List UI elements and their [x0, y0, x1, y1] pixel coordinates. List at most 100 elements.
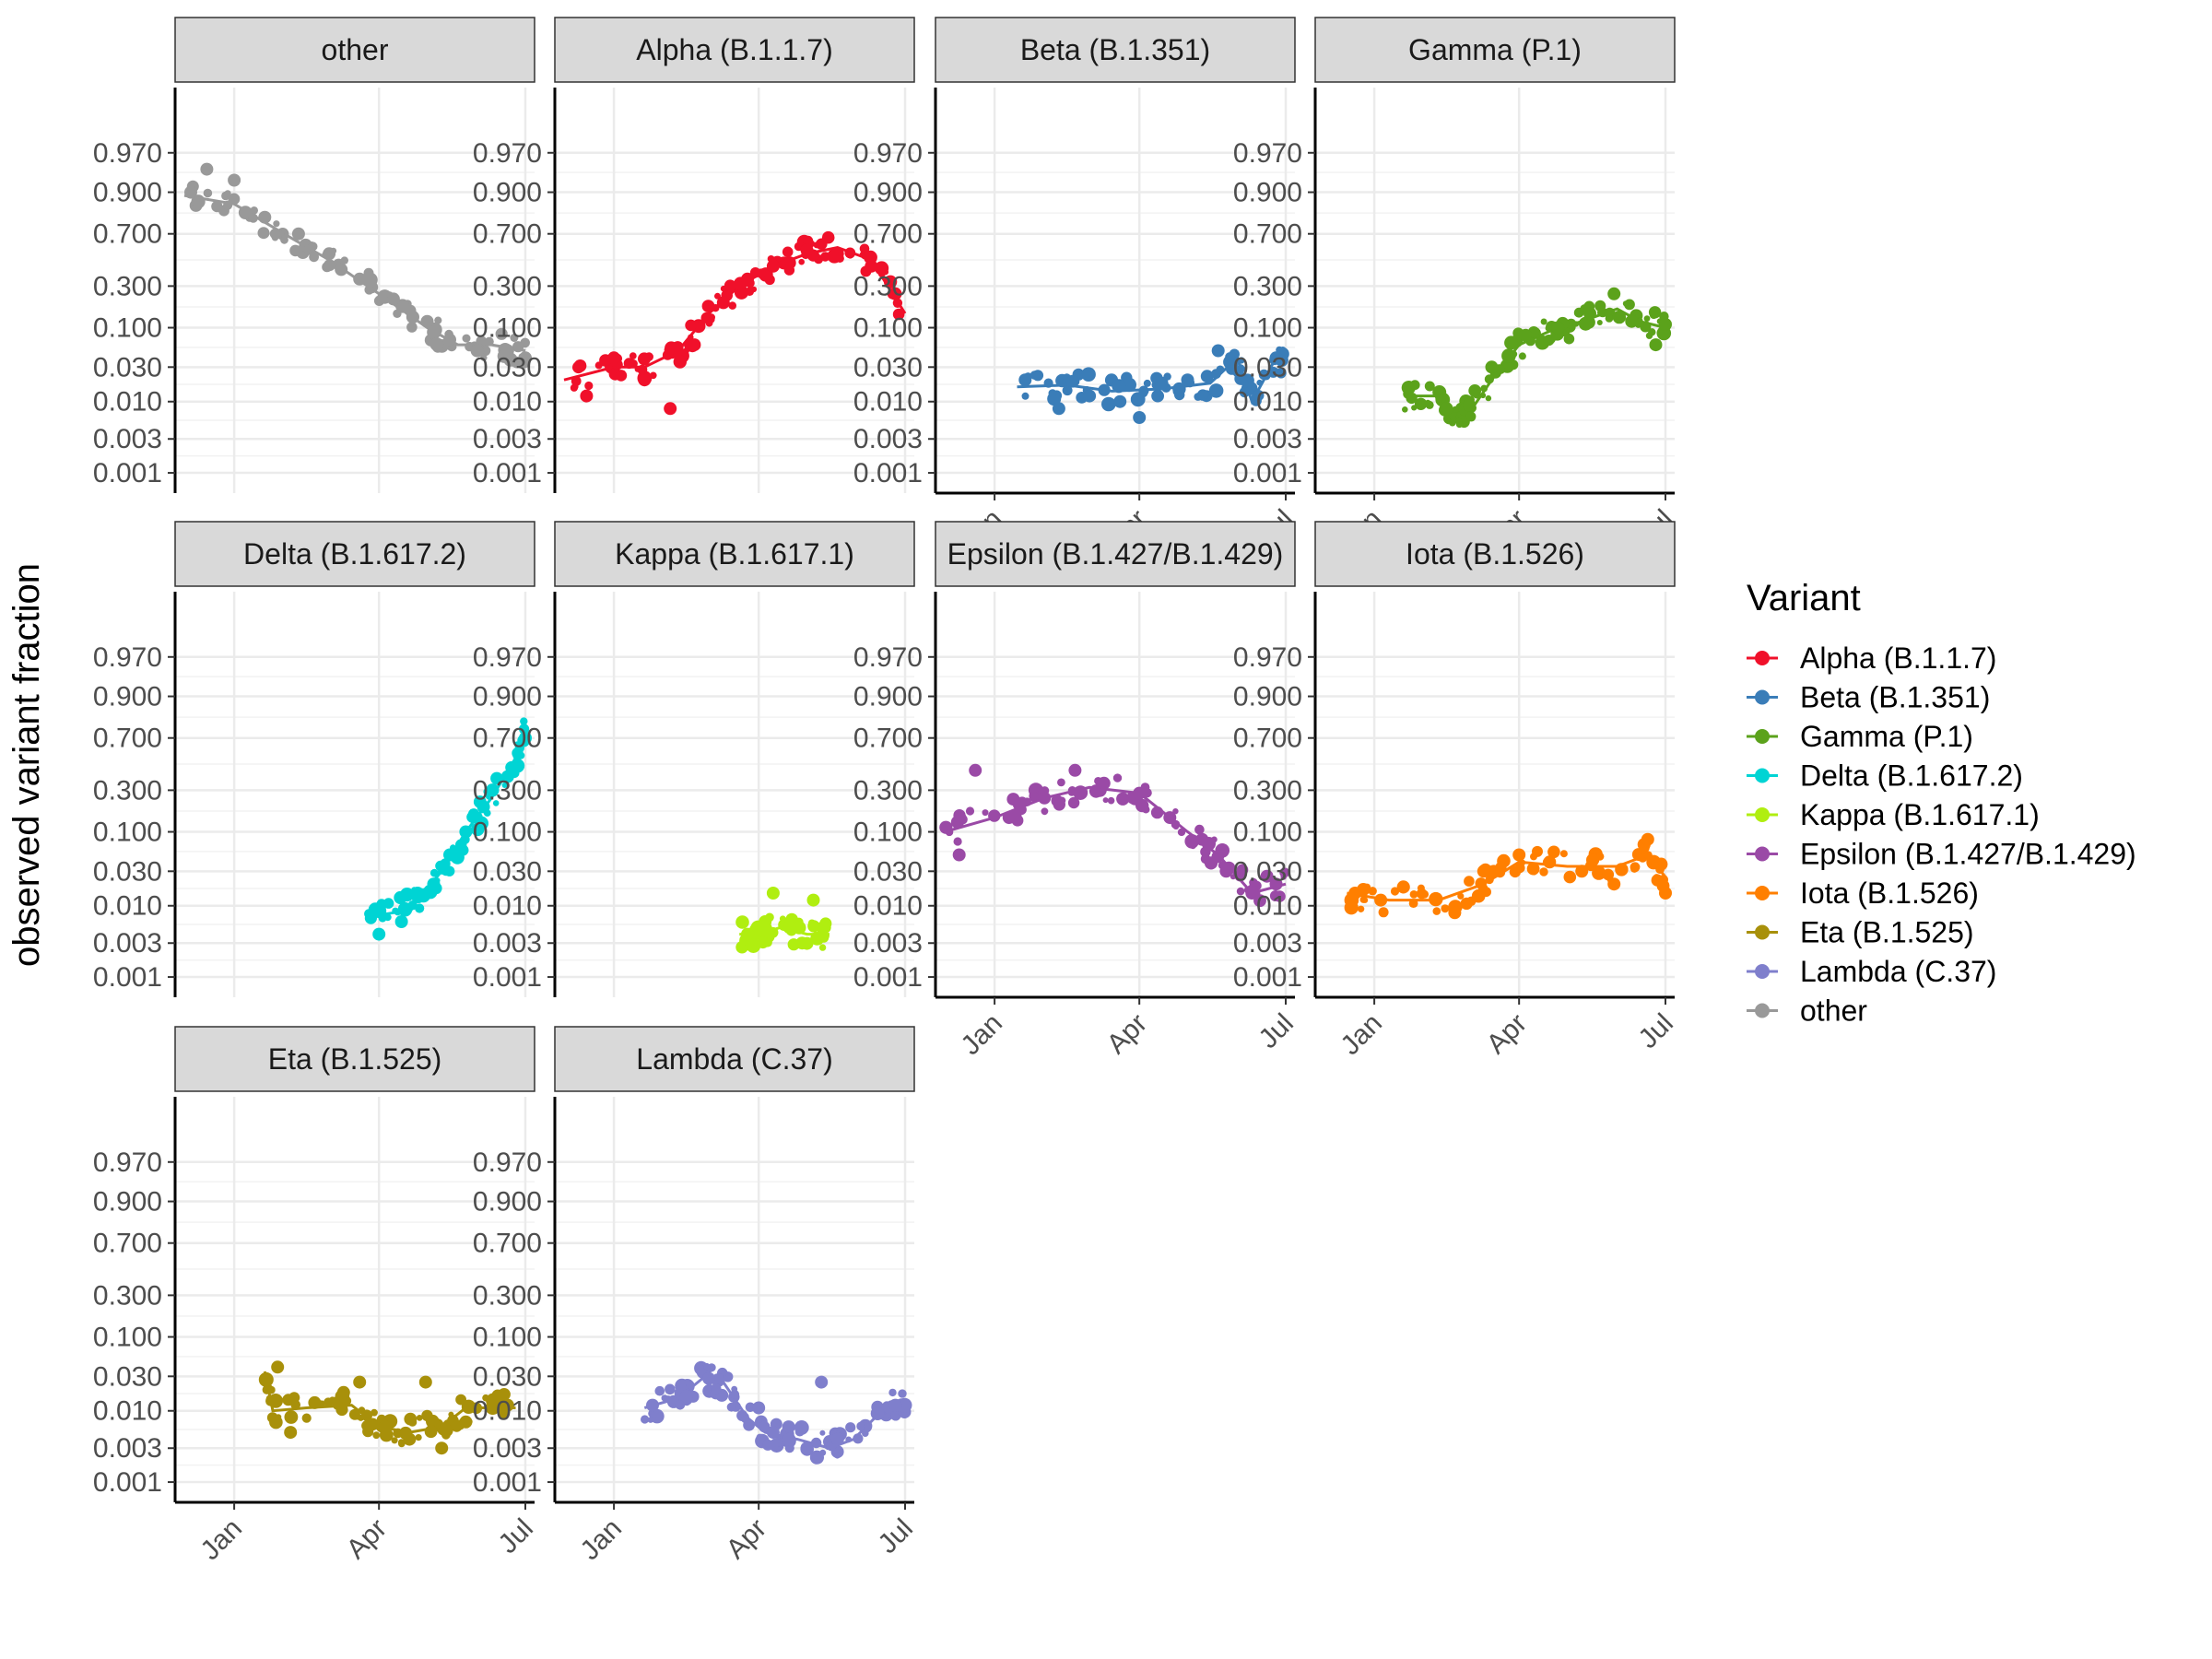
jitter-dot: [1514, 863, 1525, 874]
y-tick-label: 0.900: [473, 682, 542, 712]
data-point-other: [323, 247, 336, 261]
jitter-dot: [280, 235, 288, 244]
panel-iota-b-1-526: Iota (B.1.526)0.0010.0030.0100.0300.1000…: [1233, 521, 1679, 1061]
jitter-dot: [1420, 889, 1430, 899]
jitter-dot: [644, 352, 653, 361]
jitter-dot: [701, 300, 715, 312]
jitter-dot: [711, 1382, 722, 1394]
jitter-dot: [1236, 364, 1245, 372]
jitter-dot: [571, 376, 582, 386]
y-tick-label: 0.700: [853, 219, 923, 250]
jitter-dot: [1172, 823, 1180, 830]
y-tick-label: 0.970: [93, 1147, 162, 1178]
legend-key: [1755, 1003, 1770, 1018]
jitter-dot: [1390, 887, 1400, 896]
data-point-beta-b-1-351: [1181, 373, 1194, 387]
jitter-dot: [1006, 793, 1020, 806]
data-point-eta-b-1-525: [308, 1395, 322, 1409]
y-tick-label: 0.010: [853, 387, 923, 418]
jitter-dot: [683, 347, 689, 354]
legend-key: [1755, 651, 1770, 665]
data-point-beta-b-1-351: [1133, 411, 1147, 424]
y-tick-label: 0.300: [1233, 775, 1302, 806]
jitter-dot: [1643, 315, 1651, 322]
jitter-dot: [191, 194, 206, 209]
y-tick-label: 0.001: [1233, 458, 1302, 488]
jitter-dot: [1256, 379, 1263, 386]
y-tick-label: 0.700: [93, 219, 162, 250]
jitter-dot: [366, 915, 374, 924]
y-tick-label: 0.300: [853, 271, 923, 301]
data-point-lambda-c-37: [815, 1375, 829, 1389]
jitter-dot: [1540, 318, 1547, 325]
data-point-lambda-c-37: [766, 1426, 780, 1440]
data-point-beta-b-1-351: [1269, 351, 1283, 365]
jitter-dot: [470, 1402, 483, 1415]
panel-eta-b-1-525: Eta (B.1.525)0.0010.0030.0100.0300.1000.…: [93, 1026, 539, 1566]
jitter-dot: [1107, 796, 1115, 805]
y-tick-label: 0.001: [473, 1467, 542, 1498]
jitter-dot: [1414, 397, 1428, 410]
jitter-dot: [361, 1420, 372, 1431]
y-tick-label: 0.003: [853, 424, 923, 454]
y-tick-label: 0.001: [93, 458, 162, 488]
jitter-dot: [1177, 828, 1186, 837]
y-tick-label: 0.030: [853, 352, 923, 382]
jitter-dot: [807, 919, 816, 927]
jitter-dot: [705, 319, 713, 327]
jitter-dot: [1274, 890, 1286, 902]
y-tick-label: 0.700: [1233, 219, 1302, 250]
jitter-dot: [1048, 389, 1057, 397]
jitter-dot: [1602, 868, 1615, 881]
jitter-dot: [276, 1414, 282, 1420]
y-tick-label: 0.030: [93, 1361, 162, 1392]
jitter-dot: [820, 252, 830, 262]
jitter-dot: [1411, 405, 1418, 411]
y-tick-label: 0.030: [473, 856, 542, 887]
jitter-dot: [223, 200, 233, 210]
data-point-eta-b-1-525: [500, 1398, 514, 1412]
data-point-eta-b-1-525: [403, 1432, 417, 1446]
jitter-dot: [308, 241, 318, 252]
y-tick-label: 0.300: [93, 775, 162, 806]
jitter-dot: [470, 822, 485, 837]
grid: [555, 592, 914, 997]
jitter-dot: [1368, 887, 1377, 896]
data-point-alpha-b-1-1-7: [865, 259, 878, 273]
jitter-dot: [462, 334, 471, 343]
jitter-dot: [1130, 392, 1146, 407]
jitter-dot: [1563, 870, 1577, 884]
jitter-dot: [415, 903, 425, 913]
jitter-dot: [439, 1422, 453, 1438]
jitter-dot: [1494, 866, 1506, 878]
jitter-dot: [888, 1388, 897, 1397]
grid: [555, 88, 914, 493]
jitter-dot: [819, 1430, 826, 1436]
data-point-delta-b-1-617-2: [427, 877, 441, 891]
jitter-dot: [257, 227, 270, 240]
data-point-eta-b-1-525: [353, 1375, 367, 1389]
legend-label: Epsilon (B.1.427/B.1.429): [1800, 838, 2136, 871]
jitter-dot: [1251, 394, 1258, 400]
jitter-dot: [1102, 797, 1109, 804]
jitter-dot: [395, 299, 410, 313]
data-point-kappa-b-1-617-1: [782, 921, 796, 935]
jitter-dot: [278, 230, 285, 238]
jitter-dot: [1143, 379, 1151, 387]
grid: [1315, 88, 1675, 493]
legend-label: other: [1800, 994, 1867, 1028]
y-tick-label: 0.300: [93, 1280, 162, 1311]
jitter-dot: [1241, 380, 1249, 388]
jitter-dot: [853, 1433, 864, 1444]
jitter-dot: [248, 213, 258, 223]
data-point-iota-b-1-526: [1575, 865, 1589, 878]
data-point-gamma-p-1: [1607, 287, 1621, 300]
jitter-dot: [1455, 418, 1463, 426]
jitter-dot: [1081, 367, 1096, 382]
jitter-dot: [485, 1400, 500, 1416]
jitter-dot: [584, 381, 594, 391]
jitter-dot: [762, 1439, 774, 1451]
jitter-dot: [1112, 773, 1123, 782]
